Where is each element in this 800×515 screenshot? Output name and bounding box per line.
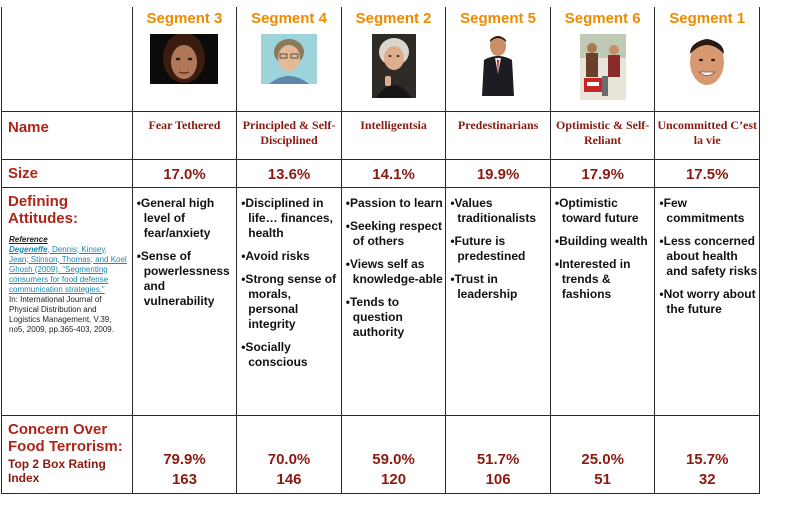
concern-row: Concern Over Food Terrorism: Top 2 Box R… [1, 414, 760, 494]
attitude-item: •General high level of fear/anxiety [136, 195, 215, 240]
concern-values: 59.0% 120 [342, 416, 445, 490]
corner-cell [1, 7, 133, 112]
concern-percent: 15.7% [685, 450, 729, 468]
segment-header: Segment 5 [445, 7, 551, 112]
name-row-label: Name [8, 118, 49, 136]
concern-percent: 25.0% [581, 450, 624, 468]
attitude-item: •Sense of powerlessness and vulnerabilit… [136, 248, 230, 308]
attitude-list: •Disciplined in life… finances, health •A… [238, 188, 341, 370]
attitude-item: •Trust in leadership [450, 271, 518, 301]
reference-title: , Dennis; Kinsey, Jean; Stinson, Thomas;… [9, 244, 127, 294]
attitude-item: •Optimistic toward future [554, 195, 639, 225]
segment-size: 14.1% [372, 165, 415, 183]
name-label-cell: Name [1, 110, 133, 160]
young-man-smiling-portrait-photo [684, 34, 731, 98]
segment-name: Optimistic & Self-Reliant [555, 117, 650, 147]
attitude-list: •Passion to learn •Seeking respect of oth… [342, 188, 445, 340]
segment-label: Segment 1 [669, 10, 746, 27]
defining-attitudes-cell: Defining Attitudes: Reference Degeneffe,… [1, 186, 133, 416]
segment-label: Segment 3 [146, 10, 223, 27]
segment-header: Segment 3 [131, 7, 238, 112]
attitude-list: •Values traditionalists •Future is predes… [447, 188, 550, 302]
older-woman-glasses-portrait-photo [261, 34, 317, 84]
segment-header: Segment 4 [236, 7, 342, 112]
attitude-item: •Values traditionalists [450, 195, 537, 225]
attitude-item: •Tends to question authority [345, 294, 405, 339]
header-row: Segment 3 Segment 4 Segment 2 [1, 7, 760, 112]
older-woman-gesturing-portrait-photo [371, 34, 416, 98]
reference-heading: Reference [9, 234, 48, 244]
concern-values: 25.0% 51 [551, 416, 654, 490]
segment-name: Fear Tethered [148, 117, 221, 132]
segment-size: 17.9% [581, 165, 624, 183]
concern-index: 163 [171, 470, 197, 488]
segment-name: Uncommitted C’est la vie [657, 117, 758, 147]
family-with-sign-photo [579, 34, 626, 100]
size-label-cell: Size [1, 158, 133, 188]
segment-size: 17.0% [163, 165, 206, 183]
concern-index: 120 [381, 470, 407, 488]
attitude-item: •Socially conscious [241, 339, 308, 369]
attitude-item: •Avoid risks [241, 248, 310, 263]
attitude-item: •Less concerned about health and safety … [659, 233, 758, 278]
attitude-item: •Views self as knowledge-able [345, 256, 443, 286]
segment-header: Segment 1 [654, 7, 760, 112]
concern-percent: 59.0% [372, 450, 415, 468]
attitude-list: •General high level of fear/anxiety •Sens… [133, 188, 236, 309]
name-row: Name Fear Tethered Principled & Self-Dis… [1, 110, 760, 160]
segment-header: Segment 6 [549, 7, 656, 112]
man-in-suit-portrait-photo [482, 34, 515, 96]
attitude-item: •Few commitments [659, 195, 745, 225]
segment-size: 13.6% [267, 165, 311, 183]
attitude-list: •Few commitments •Less concerned about he… [656, 188, 759, 317]
reference-link[interactable]: Degeneffe, Dennis; Kinsey, Jean; Stinson… [9, 245, 127, 294]
size-row: Size 17.0% 13.6% 14.1% 19.9% 17.9% 17.5% [1, 158, 760, 188]
attitude-item: •Building wealth [554, 233, 648, 248]
concern-label-cell: Concern Over Food Terrorism: Top 2 Box R… [1, 414, 133, 494]
attitudes-row: Defining Attitudes: Reference Degeneffe,… [1, 186, 760, 416]
reference-author: Degeneffe [9, 244, 48, 254]
defining-attitudes-label: Defining Attitudes: [8, 192, 78, 227]
segment-name: Principled & Self-Disciplined [242, 117, 336, 147]
segment-table: Segment 3 Segment 4 Segment 2 [1, 7, 760, 494]
concern-percent: 51.7% [476, 450, 520, 468]
reference-block: Reference Degeneffe, Dennis; Kinsey, Jea… [2, 227, 131, 335]
segment-label: Segment 2 [355, 10, 432, 27]
concern-index: 146 [276, 470, 302, 488]
concern-title: Concern Over Food Terrorism: [8, 420, 123, 455]
attitude-list: •Optimistic toward future •Building wealt… [551, 188, 654, 302]
concern-index: 51 [594, 470, 611, 488]
segment-label: Segment 6 [564, 10, 641, 27]
concern-values: 70.0% 146 [238, 416, 341, 490]
concern-values: 79.9% 163 [133, 416, 236, 490]
woman-dark-hair-portrait-photo [150, 34, 219, 84]
concern-percent: 79.9% [163, 450, 206, 468]
attitude-item: •Seeking respect of others [345, 218, 443, 248]
segment-size: 17.5% [685, 165, 729, 183]
concern-index: 106 [485, 470, 511, 488]
concern-values: 15.7% 32 [656, 416, 759, 490]
segment-size: 19.9% [476, 165, 520, 183]
attitude-item: •Strong sense of morals, personal integr… [241, 271, 337, 331]
concern-index: 32 [698, 470, 716, 488]
segment-name: Intelligentsia [360, 117, 427, 132]
attitude-item: •Passion to learn [345, 195, 443, 210]
segment-header: Segment 2 [340, 7, 447, 112]
size-row-label: Size [8, 164, 39, 182]
reference-citation: In: International Journal of Physical Di… [9, 294, 114, 334]
segment-label: Segment 5 [460, 10, 537, 27]
attitude-item: •Disciplined in life… finances, health [241, 195, 333, 240]
concern-values: 51.7% 106 [447, 416, 550, 490]
segment-name: Predestinarians [457, 117, 539, 132]
segment-label: Segment 4 [251, 10, 327, 27]
concern-subtitle: Top 2 Box Rating Index [8, 456, 106, 485]
attitude-item: •Future is predestined [450, 233, 526, 263]
attitude-item: •Interested in trends & fashions [554, 256, 631, 301]
concern-percent: 70.0% [267, 450, 311, 468]
attitude-item: •Not worry about the future [659, 286, 756, 316]
